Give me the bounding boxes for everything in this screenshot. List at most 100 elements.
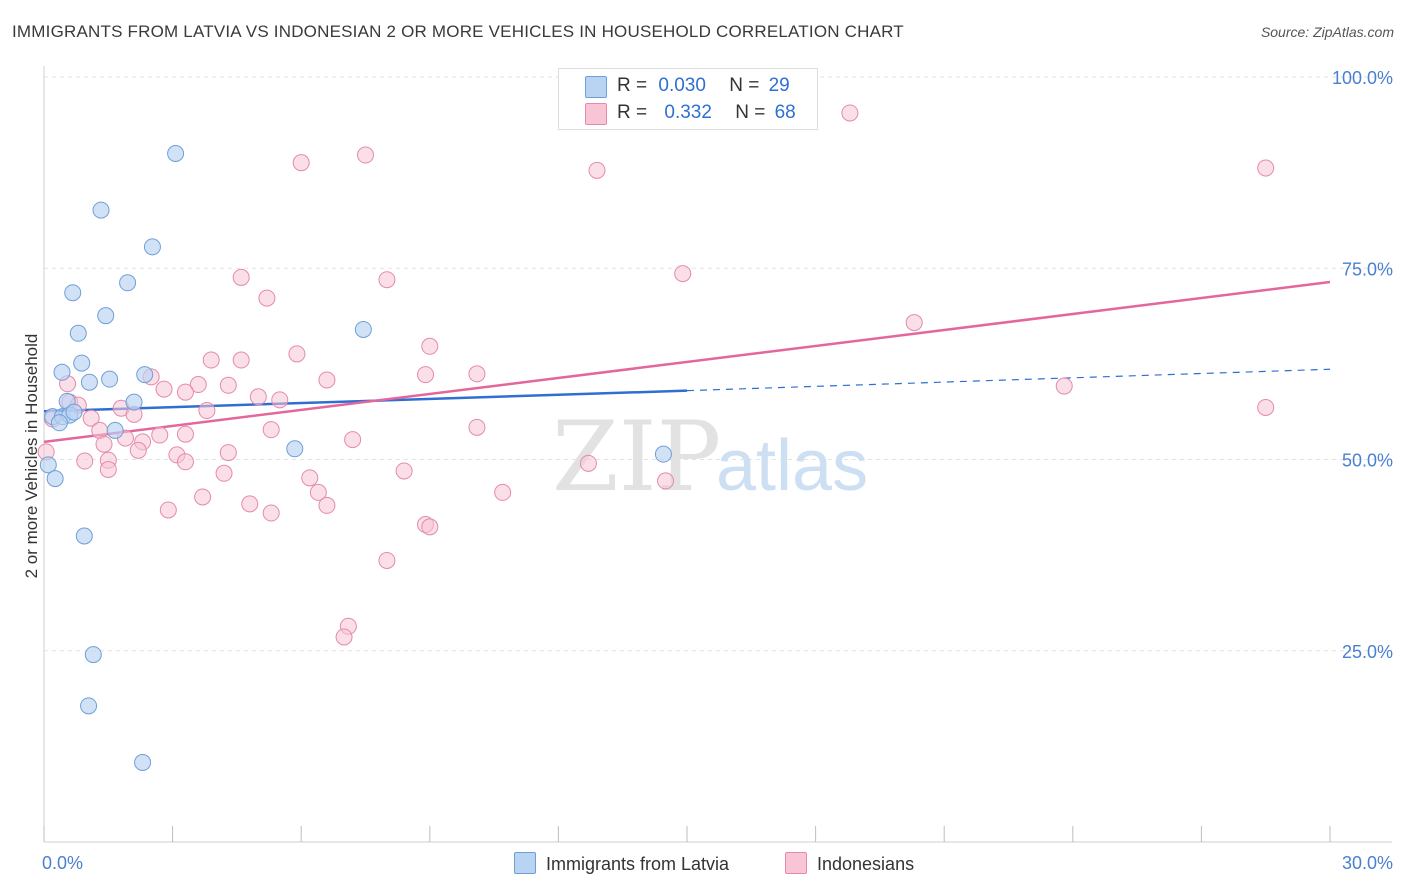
trend-lines: [43, 280, 1331, 444]
data-point-latvia: [167, 145, 185, 162]
data-point-indonesians: [357, 146, 374, 164]
data-point-indonesians: [395, 462, 413, 480]
data-point-latvia: [143, 238, 161, 256]
legend-n-value: 29: [768, 75, 790, 96]
data-point-indonesians: [421, 337, 439, 355]
data-point-indonesians: [176, 383, 194, 401]
data-point-indonesians: [262, 504, 280, 522]
y-tick-label: 100.0%: [1332, 68, 1393, 88]
data-point-indonesians: [95, 435, 113, 453]
data-point-indonesians: [159, 501, 177, 519]
tick-labels: 25.0% 50.0% 75.0% 100.0% 0.0% 30.0%: [42, 68, 1393, 873]
data-point-indonesians: [129, 441, 147, 459]
data-point-indonesians: [301, 469, 319, 487]
data-point-indonesians: [344, 431, 362, 449]
data-point-indonesians: [588, 161, 606, 179]
bottom-legend-swatch-pink: [785, 852, 807, 874]
bottom-legend-label: Immigrants from Latvia: [546, 854, 730, 874]
data-point-indonesians: [198, 402, 216, 420]
data-point-latvia: [354, 320, 372, 338]
data-point-latvia: [125, 393, 143, 411]
data-point-indonesians: [378, 551, 396, 569]
data-point-latvia: [84, 646, 102, 664]
data-point-indonesians: [378, 271, 396, 289]
data-point-indonesians: [421, 518, 439, 536]
data-point-latvia: [97, 307, 115, 325]
data-point-indonesians: [335, 628, 353, 646]
data-point-latvia: [92, 201, 110, 219]
y-tick-label: 50.0%: [1342, 451, 1393, 471]
data-point-indonesians: [657, 472, 675, 490]
legend-swatch-blue: [585, 76, 607, 98]
data-point-latvia: [654, 445, 672, 463]
series-latvia: [39, 145, 672, 771]
legend-r-value: 0.332: [664, 102, 712, 123]
data-point-indonesians: [318, 496, 336, 514]
data-point-latvia: [134, 753, 152, 771]
watermark-zip: ZIP: [552, 401, 721, 513]
data-point-indonesians: [99, 460, 117, 478]
legend-r-label: R =: [617, 75, 648, 96]
source-note: Source: ZipAtlas.com: [1260, 24, 1394, 40]
data-point-indonesians: [241, 495, 259, 513]
data-point-indonesians: [189, 376, 207, 394]
data-point-indonesians: [82, 409, 100, 427]
data-point-indonesians: [232, 268, 250, 286]
data-point-latvia: [73, 354, 91, 372]
data-point-indonesians: [176, 425, 194, 443]
bottom-legend-swatch-blue: [514, 852, 536, 874]
data-point-latvia: [39, 456, 57, 474]
legend-n-label: N =: [735, 102, 766, 123]
data-point-indonesians: [579, 454, 597, 472]
legend-r-value: 0.030: [658, 75, 706, 96]
data-point-indonesians: [271, 391, 289, 409]
data-point-indonesians: [1257, 398, 1275, 416]
chart-title: IMMIGRANTS FROM LATVIA VS INDONESIAN 2 O…: [12, 22, 904, 41]
data-point-indonesians: [262, 421, 280, 439]
data-point-latvia: [80, 373, 98, 391]
data-point-indonesians: [176, 453, 194, 471]
legend-swatch-pink: [585, 103, 607, 125]
series-indonesians: [37, 104, 1275, 646]
data-point-latvia: [64, 284, 82, 302]
data-point-indonesians: [841, 104, 859, 122]
data-point-latvia: [65, 403, 83, 421]
data-point-indonesians: [292, 154, 310, 172]
data-point-indonesians: [219, 376, 237, 394]
data-point-indonesians: [309, 483, 327, 501]
data-point-indonesians: [905, 314, 923, 332]
legend-n-value: 68: [774, 102, 796, 123]
bottom-legend-latvia: Immigrants from Latvia: [514, 852, 729, 875]
bottom-legend-indonesians: Indonesians: [785, 852, 914, 875]
data-point-latvia: [106, 421, 124, 439]
legend-r-label: R =: [617, 102, 648, 123]
data-point-latvia: [286, 440, 304, 458]
data-point-latvia: [69, 324, 87, 342]
legend-n-label: N =: [729, 75, 760, 96]
data-point-latvia: [53, 363, 71, 381]
data-point-indonesians: [494, 483, 512, 501]
data-point-indonesians: [318, 371, 336, 389]
data-point-indonesians: [76, 452, 94, 470]
data-point-latvia: [46, 470, 64, 488]
data-point-indonesians: [232, 351, 250, 369]
data-point-indonesians: [674, 265, 692, 283]
data-point-indonesians: [249, 388, 267, 406]
data-point-latvia: [75, 527, 93, 545]
data-point-indonesians: [155, 380, 173, 398]
data-point-indonesians: [288, 345, 306, 363]
watermark: ZIP atlas: [552, 401, 868, 513]
data-point-indonesians: [417, 366, 435, 384]
data-point-indonesians: [215, 464, 233, 482]
data-point-indonesians: [1257, 159, 1275, 177]
data-point-indonesians: [468, 418, 486, 436]
data-point-indonesians: [194, 488, 212, 506]
legend: R = 0.030 N = 29 R = 0.332 N = 68: [558, 68, 818, 130]
data-point-latvia: [119, 274, 137, 292]
trend-line-indonesians: [43, 280, 1331, 444]
y-tick-label: 25.0%: [1342, 642, 1393, 662]
y-tick-label: 75.0%: [1342, 259, 1393, 279]
data-point-indonesians: [219, 444, 237, 462]
y-axis-label: 2 or more Vehicles in Household: [22, 334, 41, 579]
